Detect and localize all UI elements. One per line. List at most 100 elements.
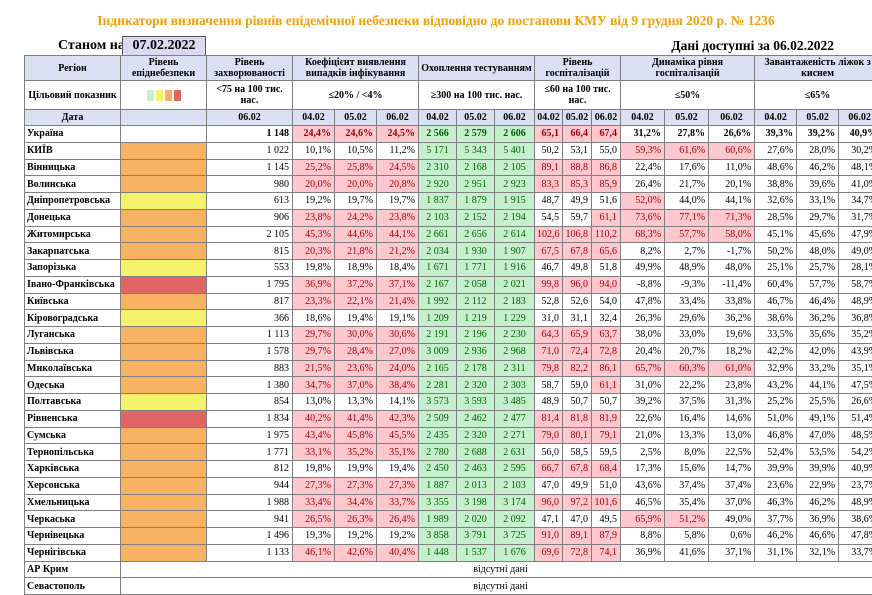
testing-value: 1 992 [419, 293, 457, 310]
positivity-value: 42,3% [377, 410, 419, 427]
positivity-value: 30,0% [335, 327, 377, 344]
dyn-value: 37,1% [709, 544, 755, 561]
positivity-value: 13,0% [293, 394, 335, 411]
dyn-value: 17,3% [621, 461, 665, 478]
positivity-value: 37,2% [335, 276, 377, 293]
level-indicator [121, 260, 207, 277]
testing-value: 3 725 [495, 528, 535, 545]
positivity-value: 13,3% [335, 394, 377, 411]
beds-value: 25,2% [755, 394, 797, 411]
dyn-value: 60,6% [709, 142, 755, 159]
testing-value: 1 916 [495, 260, 535, 277]
beds-value: 53,5% [797, 444, 839, 461]
as-of-date[interactable]: 07.02.2022 [122, 36, 206, 56]
testing-value: 3 198 [457, 494, 495, 511]
testing-value: 1 837 [419, 193, 457, 210]
testing-value: 2 579 [457, 126, 495, 143]
target-dyn: ≤50% [621, 81, 755, 110]
dyn-value: 33,4% [665, 293, 709, 310]
testing-value: 2 165 [419, 360, 457, 377]
beds-value: 47,0% [797, 427, 839, 444]
dyn-value: 16,4% [665, 410, 709, 427]
dyn-value: 65,7% [621, 360, 665, 377]
testing-value: 2 656 [457, 226, 495, 243]
testing-value: 3 791 [457, 528, 495, 545]
positivity-value: 10,5% [335, 142, 377, 159]
positivity-value: 24,2% [335, 209, 377, 226]
region-name: Івано-Франківська [25, 276, 121, 293]
header-dyn-d1: 04.02 [621, 110, 665, 126]
hosp-value: 46,7 [535, 260, 563, 277]
testing-value: 2 152 [457, 209, 495, 226]
region-name: Рівненська [25, 410, 121, 427]
region-name: Дніпропетровська [25, 193, 121, 210]
positivity-value: 21,5% [293, 360, 335, 377]
region-name: Херсонська [25, 477, 121, 494]
target-positivity: ≤20% / <4% [293, 81, 419, 110]
hosp-value: 50,7 [592, 394, 621, 411]
header-beds-d2: 05.02 [797, 110, 839, 126]
beds-value: 28,0% [797, 142, 839, 159]
beds-value: 27,6% [755, 142, 797, 159]
incidence-value: 1 496 [207, 528, 293, 545]
positivity-value: 19,2% [335, 528, 377, 545]
testing-value: 2 303 [495, 377, 535, 394]
target-testing: ≥300 на 100 тис. нас. [419, 81, 535, 110]
region-name: Харківська [25, 461, 121, 478]
dyn-value: 22,5% [709, 444, 755, 461]
region-name: Чернігівська [25, 544, 121, 561]
testing-value: 2 631 [495, 444, 535, 461]
legend-swatch [165, 90, 172, 101]
testing-value: 2 230 [495, 327, 535, 344]
beds-value: 42,2% [755, 343, 797, 360]
testing-value: 2 462 [457, 410, 495, 427]
dyn-value: 58,0% [709, 226, 755, 243]
hosp-value: 52,8 [535, 293, 563, 310]
region-name: Запорізька [25, 260, 121, 277]
testing-value: 1 989 [419, 511, 457, 528]
positivity-value: 33,1% [293, 444, 335, 461]
hosp-value: 58,5 [563, 444, 592, 461]
positivity-value: 26,3% [335, 511, 377, 528]
beds-value: 35,1% [839, 360, 872, 377]
hosp-value: 55,0 [592, 142, 621, 159]
hosp-value: 32,4 [592, 310, 621, 327]
testing-value: 3 593 [457, 394, 495, 411]
positivity-value: 25,2% [293, 159, 335, 176]
testing-value: 1 229 [495, 310, 535, 327]
incidence-value: 1 771 [207, 444, 293, 461]
hosp-value: 89,1 [563, 528, 592, 545]
dyn-value: 29,6% [665, 310, 709, 327]
dyn-value: 49,0% [709, 511, 755, 528]
dyn-value: 26,6% [709, 126, 755, 143]
positivity-value: 44,1% [377, 226, 419, 243]
incidence-value: 812 [207, 461, 293, 478]
beds-value: 29,7% [797, 209, 839, 226]
header-date: Дата [25, 110, 121, 126]
dyn-value: 14,7% [709, 461, 755, 478]
beds-value: 28,1% [839, 260, 872, 277]
region-name: Севастополь [25, 578, 121, 595]
positivity-value: 19,2% [293, 193, 335, 210]
dyn-value: 57,7% [665, 226, 709, 243]
testing-value: 2 614 [495, 226, 535, 243]
testing-value: 2 021 [495, 276, 535, 293]
level-indicator [121, 444, 207, 461]
incidence-value: 1 988 [207, 494, 293, 511]
hosp-value: 81,9 [592, 410, 621, 427]
positivity-value: 26,4% [377, 511, 419, 528]
testing-value: 2 595 [495, 461, 535, 478]
dyn-value: -1,7% [709, 243, 755, 260]
positivity-value: 42,6% [335, 544, 377, 561]
hosp-value: 47,0 [535, 477, 563, 494]
hosp-value: 53,1 [563, 142, 592, 159]
positivity-value: 35,1% [377, 444, 419, 461]
beds-value: 37,7% [755, 511, 797, 528]
hosp-value: 106,8 [563, 226, 592, 243]
region-name: Одеська [25, 377, 121, 394]
incidence-value: 817 [207, 293, 293, 310]
hosp-value: 96,0 [535, 494, 563, 511]
